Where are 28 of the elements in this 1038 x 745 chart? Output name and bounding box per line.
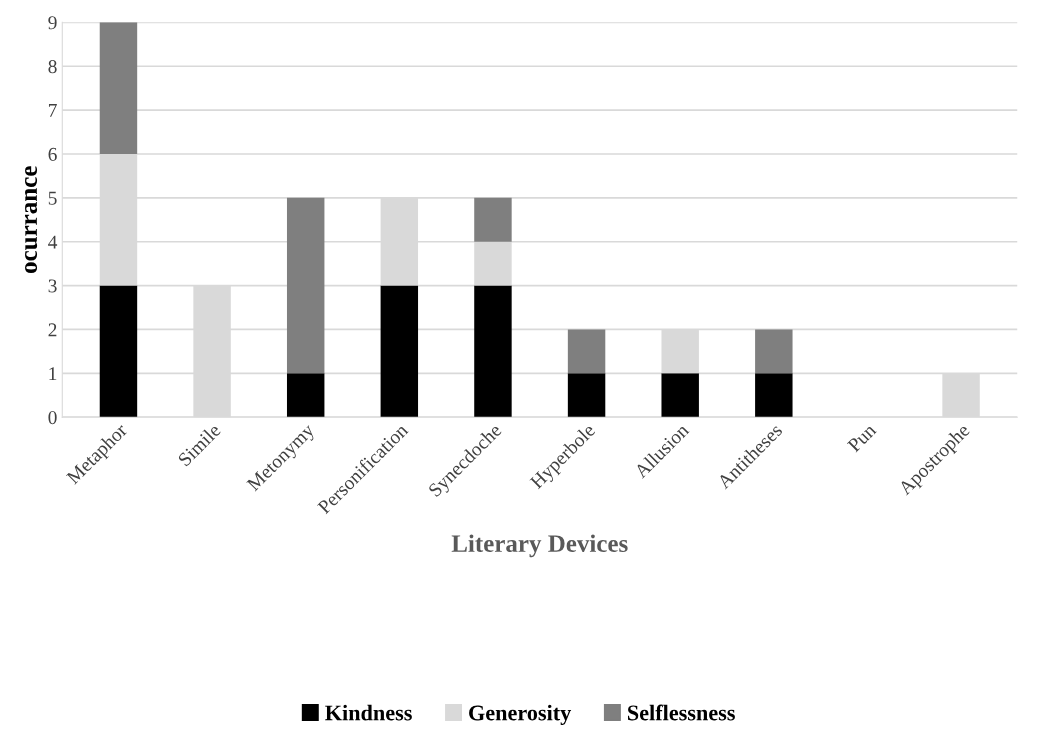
y-tick-label: 2 — [48, 323, 57, 337]
y-axis-title: ocurrance — [24, 166, 38, 273]
y-tick-label: 7 — [48, 104, 57, 117]
y-tick-label: 5 — [48, 191, 57, 205]
bar — [286, 197, 325, 374]
bar — [380, 285, 419, 418]
y-tick-label: 3 — [48, 279, 57, 293]
bar — [474, 197, 512, 242]
bar — [99, 22, 138, 154]
bar — [755, 329, 793, 374]
bar — [755, 373, 793, 418]
y-tick-label: 4 — [48, 235, 58, 249]
bar — [661, 373, 699, 418]
bar — [567, 373, 606, 418]
y-tick-label: 8 — [48, 60, 57, 74]
y-tick-label: 1 — [49, 367, 57, 381]
bar — [286, 373, 325, 418]
x-axis-title: Literary Devices — [451, 534, 628, 558]
y-tick-label: 9 — [48, 16, 57, 30]
bar — [567, 329, 606, 374]
legend-label: Kindness — [325, 704, 412, 721]
legend-label: Selflessness — [628, 704, 735, 721]
bar — [99, 285, 138, 418]
y-tick-label: 0 — [48, 411, 57, 425]
y-tick-label: 6 — [48, 147, 57, 161]
bar — [474, 285, 512, 418]
legend-label: Generosity — [469, 704, 572, 725]
x-tick-label: Pun — [846, 422, 877, 453]
